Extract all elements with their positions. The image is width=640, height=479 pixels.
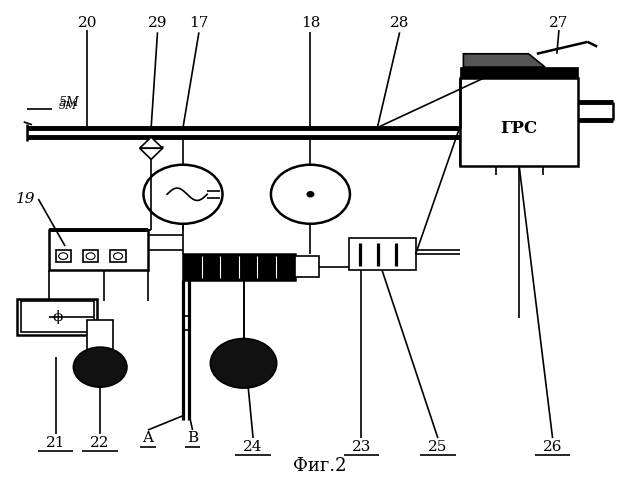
Text: 20: 20 (77, 16, 97, 30)
Text: 24: 24 (243, 440, 263, 454)
Text: Фиг.2: Фиг.2 (293, 456, 347, 475)
Circle shape (86, 253, 95, 260)
Circle shape (143, 165, 223, 224)
Bar (294, 256, 319, 277)
Text: 5М: 5М (59, 95, 79, 109)
Text: ϕ: ϕ (52, 310, 62, 324)
Bar (17, 299, 97, 335)
Bar (460, 67, 578, 78)
Circle shape (211, 339, 276, 388)
Circle shape (307, 192, 314, 197)
Polygon shape (140, 148, 163, 160)
Text: 23: 23 (352, 440, 371, 454)
Bar (88, 320, 113, 352)
Text: B: B (187, 431, 198, 445)
Polygon shape (463, 54, 545, 67)
Bar (20, 301, 94, 332)
Text: 29: 29 (148, 16, 167, 30)
Bar (183, 254, 294, 280)
Bar (349, 238, 415, 271)
Bar (83, 250, 99, 262)
Text: A: A (143, 431, 154, 445)
Circle shape (113, 253, 122, 260)
Text: 19: 19 (16, 192, 35, 206)
Text: 28: 28 (390, 16, 410, 30)
Bar (49, 230, 148, 271)
Text: 21: 21 (46, 436, 65, 450)
Text: 5М: 5М (59, 101, 77, 111)
Bar (110, 250, 125, 262)
Text: ГРС: ГРС (500, 120, 538, 137)
Bar (56, 250, 71, 262)
Text: 27: 27 (549, 16, 569, 30)
Circle shape (271, 165, 350, 224)
Circle shape (59, 253, 68, 260)
Text: 18: 18 (301, 16, 320, 30)
Circle shape (74, 347, 127, 387)
Polygon shape (140, 137, 163, 148)
Text: 25: 25 (428, 440, 447, 454)
Text: 22: 22 (90, 436, 110, 450)
Text: 17: 17 (189, 16, 209, 30)
Text: 26: 26 (543, 440, 563, 454)
Bar (460, 78, 578, 166)
